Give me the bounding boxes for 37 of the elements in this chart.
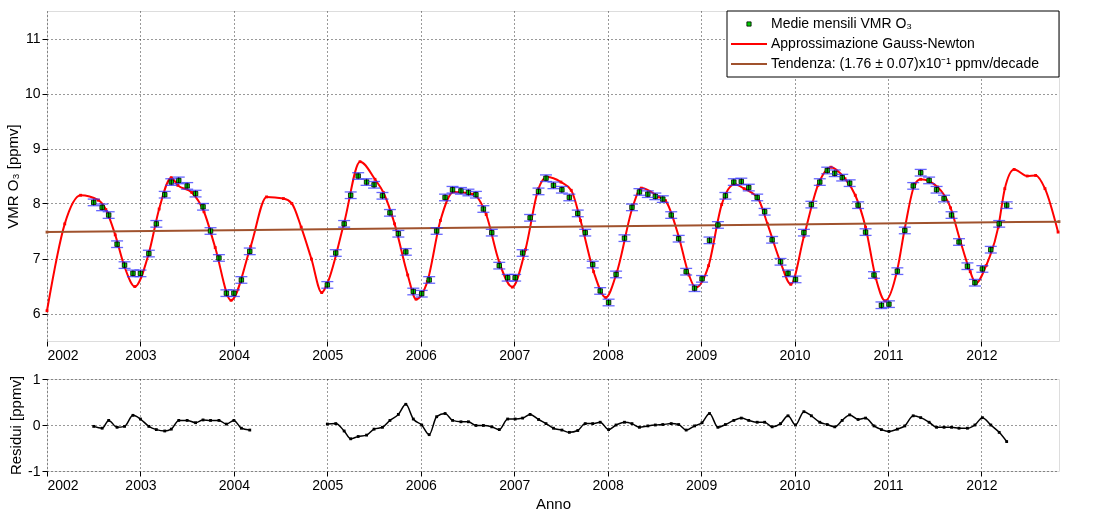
x-tick-label: 2011 [873,346,904,363]
x-tick-label: 2007 [499,476,531,493]
y-axis-title: VMR O₃ [ppmv] [3,124,21,229]
x-tick-label: 2006 [405,346,438,363]
y-axis-title: Residui [ppmv] [7,375,25,476]
x-tick-label: 2009 [686,476,718,493]
x-tick-label: 2011 [873,476,904,493]
x-tick-label: 2008 [592,346,624,363]
x-tick-label: 2010 [779,476,811,493]
x-axis-title: Anno [535,494,572,512]
x-tick-label: 2008 [592,476,624,493]
legend-label: Approssimazione Gauss-Newton [771,35,975,51]
y-tick-label: 8 [32,195,41,211]
x-tick-label: 2010 [779,346,811,363]
y-tick-label: 1 [32,370,41,387]
legend-label: Tendenza: (1.76 ± 0.07)x10⁻¹ ppmv/decade [771,55,1040,71]
x-tick-label: 2003 [125,346,157,363]
x-tick-label: 2006 [405,476,438,493]
x-tick-label: 2005 [312,346,344,363]
legend-label: Medie mensili VMR O₃ [771,15,913,31]
y-tick-label: 7 [32,250,41,266]
y-tick-label: 10 [24,85,41,101]
x-tick-label: 2007 [499,346,531,363]
x-tick-label: 2012 [966,346,998,363]
x-tick-label: 2012 [966,476,998,493]
x-tick-label: 2005 [312,476,344,493]
x-tick-label: 2003 [125,476,157,493]
x-tick-label: 2004 [218,476,251,493]
y-tick-label: 11 [25,30,41,46]
y-tick-label: 6 [32,305,41,321]
y-tick-label: 0 [32,416,41,433]
x-tick-label: 2009 [686,346,718,363]
y-tick-label: -1 [28,462,41,479]
y-tick-label: 9 [32,140,41,156]
x-tick-label: 2002 [47,346,79,363]
x-tick-label: 2004 [218,346,251,363]
x-tick-label: 2002 [47,476,79,493]
